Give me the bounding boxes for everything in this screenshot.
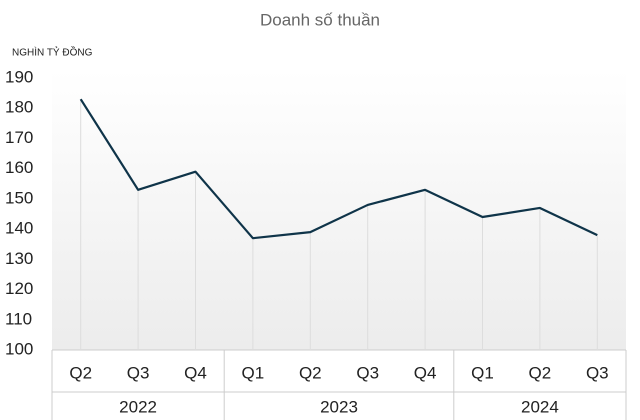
- y-tick-label: 180: [5, 98, 33, 117]
- y-tick-label: 160: [5, 158, 33, 177]
- chart-title: Doanh số thuần: [260, 10, 380, 29]
- y-tick-label: 100: [5, 339, 33, 358]
- y-tick-label: 130: [5, 249, 33, 268]
- x-tick-label: Q2: [299, 363, 322, 382]
- x-tick-label: Q1: [242, 363, 265, 382]
- x-tick-label: Q3: [356, 363, 379, 382]
- x-tick-label: Q1: [471, 363, 494, 382]
- x-tick-label: Q2: [69, 363, 92, 382]
- x-tick-label: Q4: [414, 363, 437, 382]
- y-tick-label: 150: [5, 188, 33, 207]
- x-tick-label: Q4: [184, 363, 207, 382]
- y-tick-label: 170: [5, 128, 33, 147]
- series-line: [79, 98, 598, 240]
- y-tick-label: 140: [5, 219, 33, 238]
- y-tick-label: 120: [5, 279, 33, 298]
- x-tick-label: Q3: [586, 363, 609, 382]
- group-label: 2024: [521, 397, 559, 416]
- y-tick-label: 110: [5, 309, 32, 328]
- x-tick-label: Q2: [529, 363, 552, 382]
- group-label: 2022: [119, 397, 157, 416]
- x-tick-label: Q3: [127, 363, 150, 382]
- y-tick-label: 190: [5, 67, 33, 86]
- y-axis-label: NGHÌN TỶ ĐỒNG: [12, 46, 93, 59]
- group-label: 2023: [320, 397, 358, 416]
